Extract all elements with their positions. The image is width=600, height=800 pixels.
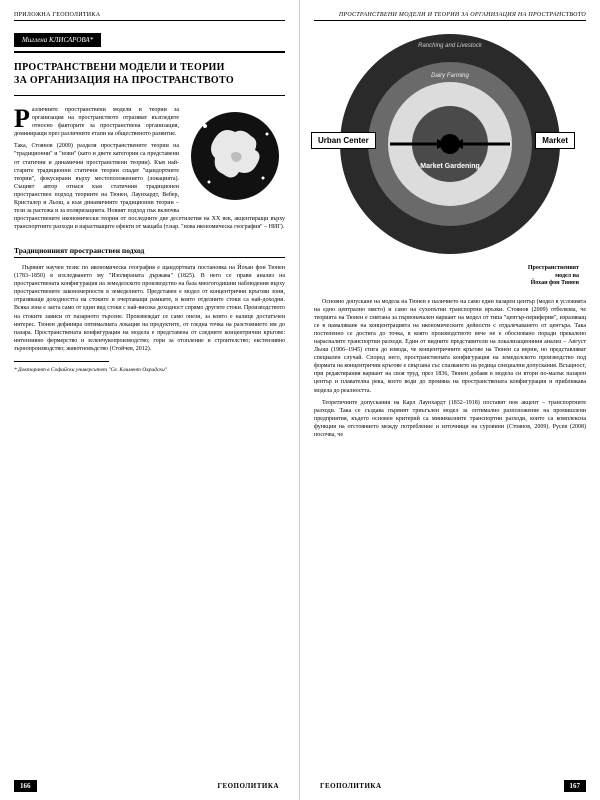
- intro-block: Различните пространствени модели и теори…: [14, 106, 285, 236]
- footnote: * Докторант в Софийски университет "Св. …: [14, 367, 285, 373]
- footer-left: 166 ГЕОПОЛИТИКА: [14, 780, 285, 792]
- dropcap: Р: [14, 106, 32, 130]
- intro-rest: азличните пространствени модели и теории…: [14, 107, 179, 137]
- body-left: Първият научен тезис по икономическа гео…: [14, 264, 285, 353]
- ring-label-2: Dairy Farming: [431, 73, 469, 79]
- journal-name-right: ГЕОПОЛИТИКА: [320, 782, 382, 790]
- journal-name-left: ГЕОПОЛИТИКА: [217, 782, 279, 790]
- ring-label-inner: Market Gardening: [420, 163, 480, 170]
- ring-chart: Ranching and Livestock Dairy Farming Mar…: [335, 29, 565, 259]
- europe-map-figure: [185, 106, 285, 206]
- para-2: Първият научен тезис по икономическа гео…: [14, 264, 285, 353]
- page-left: ПРИЛОЖНА ГЕОПОЛИТИКА Миглена КЛИСАРОВА* …: [0, 0, 300, 800]
- running-head-left: ПРИЛОЖНА ГЕОПОЛИТИКА: [14, 12, 285, 21]
- para-r2: Теоретичните допускания на Карл Лаунхард…: [314, 399, 586, 439]
- ring-label-outer: Ranching and Livestock: [418, 43, 482, 49]
- footer-right: ГЕОПОЛИТИКА 167: [314, 780, 586, 792]
- article-title: ПРОСТРАНСТВЕНИ МОДЕЛИ И ТЕОРИИ ЗА ОРГАНИ…: [14, 51, 285, 96]
- author-tag: Миглена КЛИСАРОВА*: [14, 33, 101, 47]
- diagram-caption: Пространственият модел на Йохан фон Тюне…: [315, 265, 579, 288]
- page-number-left: 166: [14, 780, 37, 792]
- running-head-right: Пространствени модели и теории за органи…: [314, 12, 586, 21]
- title-line-1: ПРОСТРАНСТВЕНИ МОДЕЛИ И ТЕОРИИ: [14, 62, 225, 73]
- thunen-diagram: Ranching and Livestock Dairy Farming Mar…: [315, 29, 585, 288]
- section-heading: Традиционният пространствен подход: [14, 246, 285, 258]
- title-line-2: ЗА ОРГАНИЗАЦИЯ НА ПРОСТРАНСТВОТО: [14, 75, 234, 86]
- para-r1: Основно допускане на модела на Тюнен е н…: [314, 298, 586, 395]
- label-market: Market: [535, 132, 575, 149]
- footnote-rule: [14, 361, 109, 365]
- label-urban-center: Urban Center: [311, 132, 376, 149]
- body-right: Основно допускане на модела на Тюнен е н…: [314, 298, 586, 440]
- page-number-right: 167: [564, 780, 587, 792]
- page-right: Пространствени модели и теории за органи…: [300, 0, 600, 800]
